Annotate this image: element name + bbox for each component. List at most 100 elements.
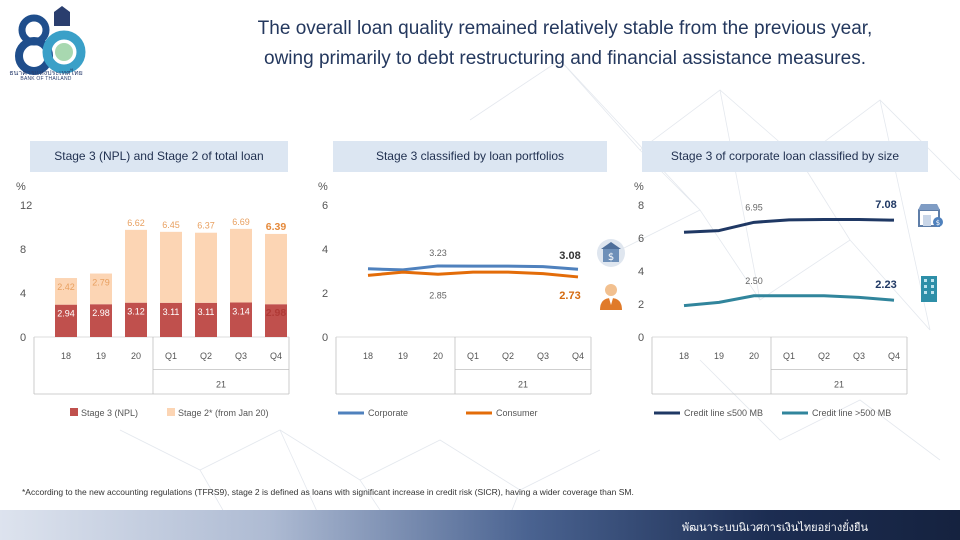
legend-swatch-stage3 [70, 408, 78, 416]
x-group-label: 21 [216, 380, 226, 390]
y-axis-unit-label: % [16, 181, 26, 193]
bar-stage2 [195, 232, 217, 303]
data-label-stage2: 2.79 [92, 278, 110, 288]
x-tick-label: Q4 [572, 351, 584, 361]
legend-label-stage3: Stage 3 (NPL) [81, 408, 138, 418]
data-label-stage2: 6.62 [127, 218, 145, 228]
y-tick-label: 0 [638, 332, 644, 344]
data-label: 3.08 [559, 250, 580, 262]
bar-stage2 [160, 231, 182, 303]
chart-3-title: Stage 3 of corporate loan classified by … [642, 141, 928, 172]
y-tick-label: 4 [20, 288, 26, 300]
logo-thai-name: ธนาคารแห่งประเทศไทย [9, 70, 83, 77]
data-label-stage3: 2.98 [266, 307, 287, 319]
y-tick-label: 2 [322, 288, 328, 300]
headline-line-2: owing primarily to debt restructuring an… [264, 48, 866, 69]
bar-stage3-npl [55, 304, 77, 337]
x-tick-label: Q2 [200, 351, 212, 361]
bar-stage2 [55, 278, 77, 305]
line-series-1 [683, 294, 895, 308]
y-tick-label: 4 [322, 244, 328, 256]
bar-stage2 [265, 233, 287, 305]
loan-portfolio-line-chart: % 0 2 4 6 18 19 20 Q1 Q2 Q3 Q4 21 3.23 3.08 2.85 2.73 Cor… [318, 181, 592, 418]
y-tick-label: 0 [322, 332, 328, 344]
bar-stage3-npl [160, 302, 182, 337]
stage3-stage2-bar-chart: % 0 4 8 12 18 19 20 Q1 Q2 Q3 Q4 21 2.94 2.42 2.98 2.79 3.… [16, 181, 290, 418]
bar-stage3-npl [230, 302, 252, 337]
y-tick-label: 8 [638, 200, 644, 212]
data-label-stage3: 3.14 [232, 306, 250, 316]
money-building-icon: $ [597, 239, 625, 267]
headline-line-1: The overall loan quality remained relati… [257, 18, 873, 39]
x-tick-label: Q2 [502, 351, 514, 361]
legend-label-0: Corporate [368, 408, 408, 418]
data-label-stage3: 3.11 [163, 307, 180, 317]
legend-swatch-stage2 [167, 408, 175, 416]
data-label: 6.95 [745, 202, 763, 212]
x-tick-label: Q3 [235, 351, 247, 361]
line-series-1 [367, 270, 579, 279]
footer-slogan: พัฒนาระบบนิเวศการเงินไทยอย่างยั่งยืน [681, 522, 868, 534]
y-tick-label: 12 [20, 200, 32, 212]
bar-stage3-npl [195, 302, 217, 337]
x-tick-label: Q1 [165, 351, 177, 361]
x-tick-label: 19 [398, 351, 408, 361]
data-label: 2.85 [429, 290, 447, 300]
person-icon [600, 284, 622, 310]
legend-label-stage2: Stage 2* (from Jan 20) [178, 408, 269, 418]
x-tick-label: Q4 [888, 351, 900, 361]
bar-stage2 [90, 273, 112, 305]
headline: The overall loan quality remained relati… [230, 14, 900, 74]
data-label: 2.50 [745, 276, 763, 286]
data-label-stage3: 3.12 [127, 307, 145, 317]
svg-text:$: $ [936, 219, 940, 227]
bar-stage2 [230, 228, 252, 303]
x-group-label: 21 [518, 380, 528, 390]
line-series-0 [367, 264, 579, 272]
data-label: 3.23 [429, 248, 447, 258]
data-label-stage2: 6.69 [232, 217, 250, 227]
x-tick-label: 18 [61, 351, 71, 361]
bar-stage2 [125, 229, 147, 303]
y-tick-label: 8 [20, 244, 26, 256]
svg-text:$: $ [608, 252, 614, 263]
x-tick-label: 18 [679, 351, 689, 361]
x-tick-label: 20 [433, 351, 443, 361]
x-tick-label: Q2 [818, 351, 830, 361]
x-tick-label: 19 [96, 351, 106, 361]
data-label: 2.23 [875, 279, 896, 291]
bar-stage3-npl [265, 304, 287, 337]
x-tick-label: Q1 [467, 351, 479, 361]
line-series-0 [683, 218, 895, 234]
footnote: *According to the new accounting regulat… [22, 487, 634, 497]
data-label-stage3: 3.11 [198, 307, 215, 317]
x-tick-label: 18 [363, 351, 373, 361]
data-label-stage3: 2.94 [57, 309, 75, 319]
y-tick-label: 6 [638, 233, 644, 245]
data-label-stage3: 2.98 [92, 308, 110, 318]
footer-band: พัฒนาระบบนิเวศการเงินไทยอย่างยั่งยืน [0, 510, 960, 540]
data-label: 2.73 [559, 290, 580, 302]
legend-label-1: Credit line >500 MB [812, 408, 891, 418]
legend-label-1: Consumer [496, 408, 538, 418]
data-label-stage2: 2.42 [57, 282, 75, 292]
legend-label-0: Credit line ≤500 MB [684, 408, 763, 418]
data-label-stage2: 6.39 [266, 221, 287, 233]
logo-80-emblem [15, 6, 86, 75]
y-axis-unit-label: % [634, 181, 644, 193]
x-group-label: 21 [834, 380, 844, 390]
x-tick-label: Q3 [537, 351, 549, 361]
shop-icon: $ [918, 204, 943, 227]
x-tick-label: Q4 [270, 351, 282, 361]
x-tick-label: Q1 [783, 351, 795, 361]
y-tick-label: 4 [638, 266, 644, 278]
x-tick-label: Q3 [853, 351, 865, 361]
x-tick-label: 20 [131, 351, 141, 361]
logo-english-name: BANK OF THAILAND [20, 76, 72, 82]
bar-stage3-npl [125, 302, 147, 337]
y-tick-label: 2 [638, 299, 644, 311]
y-tick-label: 0 [20, 332, 26, 344]
office-tower-icon [921, 276, 937, 302]
chart-2-title: Stage 3 classified by loan portfolios [333, 141, 607, 172]
data-label: 7.08 [875, 199, 896, 211]
